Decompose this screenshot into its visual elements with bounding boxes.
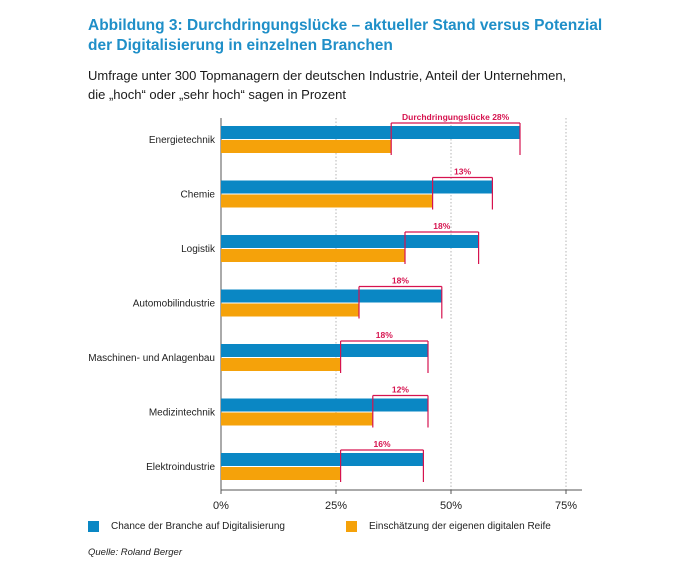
chart-subtitle: Umfrage unter 300 Topmanagern der deutsc… — [88, 66, 648, 104]
bar-chance-maschinen-und-anlagenbau — [221, 344, 428, 357]
bar-reife-elektroindustrie — [221, 467, 341, 480]
bar-reife-maschinen-und-anlagenbau — [221, 358, 341, 371]
source-note: Quelle: Roland Berger — [88, 547, 182, 558]
gap-label-logistik: 18% — [433, 221, 450, 231]
x-tick-label-25: 25% — [325, 500, 347, 512]
chart-title-line-1: Abbildung 3: Durchdringungslücke – aktue… — [88, 17, 603, 34]
bar-chance-elektroindustrie — [221, 453, 424, 466]
gap-label-medizintechnik: 12% — [392, 385, 409, 395]
category-label-energietechnik: Energietechnik — [149, 135, 216, 146]
bar-chance-energietechnik — [221, 126, 520, 139]
chart-subtitle-line-2: die „hoch“ oder „sehr hoch“ sagen in Pro… — [88, 87, 346, 102]
x-tick-label-0: 0% — [213, 500, 229, 512]
bar-chart: 0% 25% 50% 75% Energietechnik Durchdringungsl… — [88, 112, 582, 512]
category-label-medizintechnik: Medizintechnik — [149, 408, 216, 419]
category-label-maschinen-und-anlagenbau: Maschinen- und Anlagenbau — [88, 353, 215, 364]
legend-item-reife: Einschätzung der eigenen digitalen Reife — [346, 521, 551, 532]
category-label-chemie: Chemie — [181, 190, 216, 201]
bar-reife-energietechnik — [221, 140, 392, 153]
gap-label-elektroindustrie: 16% — [373, 439, 390, 449]
chart-title-line-2: der Digitalisierung in einzelnen Branche… — [88, 37, 393, 54]
bar-reife-chemie — [221, 194, 433, 208]
gap-label-energietechnik: Durchdringungslücke 28% — [402, 112, 510, 122]
chart-title: Abbildung 3: Durchdringungslücke – aktue… — [88, 16, 648, 56]
gap-label-maschinen-und-anlagenbau: 18% — [376, 330, 393, 340]
legend-label-reife: Einschätzung der eigenen digitalen Reife — [369, 521, 551, 532]
x-tick-label-50: 50% — [440, 500, 462, 512]
chart-subtitle-line-1: Umfrage unter 300 Topmanagern der deutsc… — [88, 68, 567, 83]
x-tick-label-75: 75% — [555, 500, 577, 512]
gap-label-chemie: 13% — [454, 167, 471, 177]
legend-item-chance: Chance der Branche auf Digitalisierung — [88, 521, 285, 532]
bar-chance-automobilindustrie — [221, 289, 442, 303]
legend-swatch-reife — [346, 521, 357, 532]
category-label-automobilindustrie: Automobilindustrie — [133, 299, 216, 310]
bar-reife-medizintechnik — [221, 412, 373, 426]
legend-swatch-chance — [88, 521, 99, 532]
category-label-elektroindustrie: Elektroindustrie — [146, 462, 215, 473]
bar-reife-logistik — [221, 249, 405, 262]
bar-chance-chemie — [221, 180, 493, 194]
bar-chance-logistik — [221, 235, 479, 248]
bar-reife-automobilindustrie — [221, 303, 359, 317]
gap-label-automobilindustrie: 18% — [392, 276, 409, 286]
category-label-logistik: Logistik — [181, 244, 216, 255]
bar-chance-medizintechnik — [221, 398, 428, 412]
legend-label-chance: Chance der Branche auf Digitalisierung — [111, 521, 285, 532]
